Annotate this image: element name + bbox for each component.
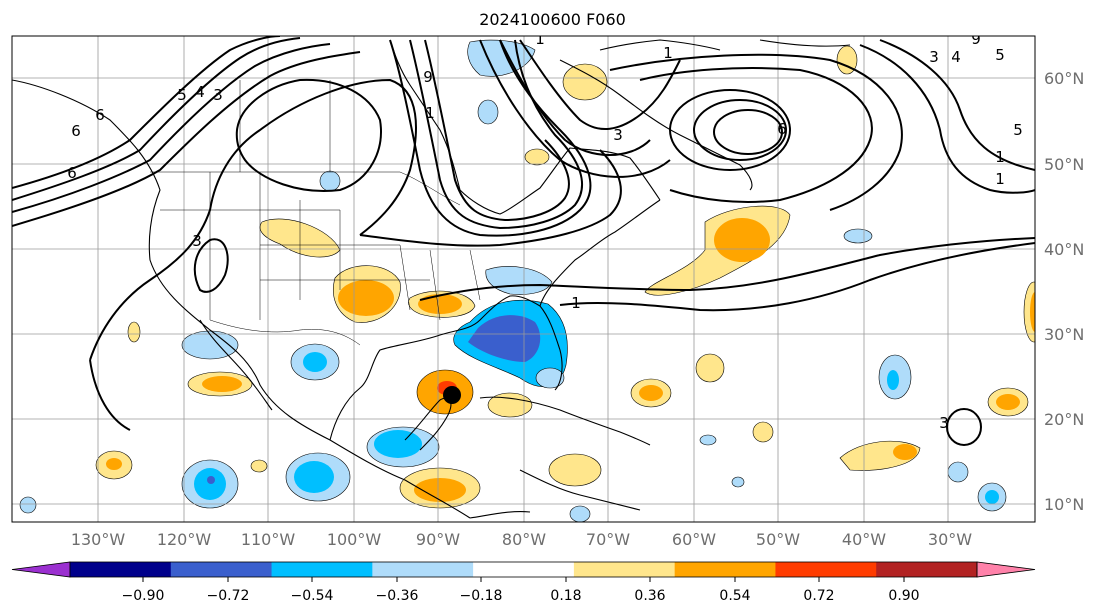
colorbar-tick-label: −0.36	[376, 588, 419, 604]
political-borders	[150, 80, 481, 346]
colorbar-labels: −0.90 −0.72 −0.54 −0.36 −0.18 0.18 0.36 …	[122, 588, 920, 604]
contour-label: 1	[995, 148, 1005, 166]
latitude-labels: 60°N 50°N 40°N 30°N 20°N 10°N	[1044, 69, 1084, 514]
lat-label: 40°N	[1044, 240, 1084, 259]
contour-label: 9	[423, 68, 433, 86]
contour-lines	[12, 36, 1035, 446]
lon-label: 70°W	[586, 530, 630, 549]
contour-label: 1	[995, 170, 1005, 188]
colorbar-swatch	[372, 562, 474, 577]
colorbar-tick-label: −0.54	[291, 588, 334, 604]
lat-label: 60°N	[1044, 69, 1084, 88]
lon-label: 40°W	[842, 530, 886, 549]
contour-label: 3	[939, 414, 949, 432]
lon-label: 30°W	[928, 530, 972, 549]
colorbar-swatch	[775, 562, 877, 577]
lat-label: 30°N	[1044, 325, 1084, 344]
map-frame	[11, 35, 1036, 523]
lat-label: 20°N	[1044, 410, 1084, 429]
contour-label: 3	[192, 232, 202, 250]
colorbar-tick-label: −0.90	[122, 588, 165, 604]
colorbar-max-extend	[976, 561, 1036, 578]
colorbar: −0.90 −0.72 −0.54 −0.36 −0.18 0.18 0.36 …	[11, 561, 1036, 604]
lon-label: 120°W	[157, 530, 212, 549]
longitude-labels: 130°W 120°W 110°W 100°W 90°W 80°W 70°W 6…	[71, 530, 972, 549]
colorbar-min-extend	[11, 561, 71, 578]
contour-labels: 5 4 3 6 6 3 9 3 1 6 1 3 1 9 3 4 5 6 5 1 …	[67, 30, 1023, 432]
contour-label: 6	[777, 120, 787, 138]
lon-label: 90°W	[416, 530, 460, 549]
contour-label: 3	[929, 48, 939, 66]
contour-label: 6	[95, 106, 105, 124]
lon-label: 60°W	[672, 530, 716, 549]
colorbar-ticks	[142, 577, 905, 582]
lon-label: 50°W	[756, 530, 800, 549]
lon-label: 130°W	[71, 530, 126, 549]
lat-label: 10°N	[1044, 495, 1084, 514]
contour-label: 1	[425, 104, 435, 122]
colorbar-swatch	[271, 562, 373, 577]
contour-label: 1	[535, 30, 545, 48]
colorbar-swatch	[170, 562, 273, 577]
contour-label: 9	[971, 30, 981, 48]
contour-label: 5	[995, 46, 1005, 64]
colorbar-border	[69, 561, 978, 578]
colorbar-tick-label: 0.54	[719, 588, 750, 604]
graticule	[12, 36, 1035, 522]
contour-label: 1	[663, 44, 673, 62]
storm-center-marker	[443, 386, 461, 404]
colorbar-swatches	[11, 561, 1036, 578]
contour-label: 3	[213, 86, 223, 104]
contour-label: 6	[71, 122, 81, 140]
colorbar-tick-label: 0.90	[888, 588, 919, 604]
contour-label: 4	[951, 48, 961, 66]
lon-label: 110°W	[241, 530, 296, 549]
colorbar-tick-label: −0.18	[460, 588, 503, 604]
colorbar-swatch	[473, 562, 575, 577]
colorbar-tick-label: 0.72	[803, 588, 834, 604]
contour-label: 4	[195, 83, 205, 101]
colorbar-swatch	[674, 562, 776, 577]
colorbar-tick-label: 0.18	[550, 588, 581, 604]
colorbar-swatch	[70, 562, 172, 577]
contour-label: 5	[1013, 121, 1023, 139]
lon-label: 80°W	[502, 530, 546, 549]
contour-label: 5	[177, 86, 187, 104]
colorbar-swatch	[573, 562, 676, 577]
lon-label: 100°W	[327, 530, 382, 549]
contour-label: 6	[67, 164, 77, 182]
colorbar-tick-label: −0.72	[207, 588, 250, 604]
colorbar-swatch	[876, 562, 978, 577]
contour-label: 1	[571, 294, 581, 312]
map-title: 2024100600 F060	[479, 10, 626, 29]
contour-label: 3	[613, 126, 623, 144]
lat-label: 50°N	[1044, 155, 1084, 174]
colorbar-tick-label: 0.36	[634, 588, 665, 604]
